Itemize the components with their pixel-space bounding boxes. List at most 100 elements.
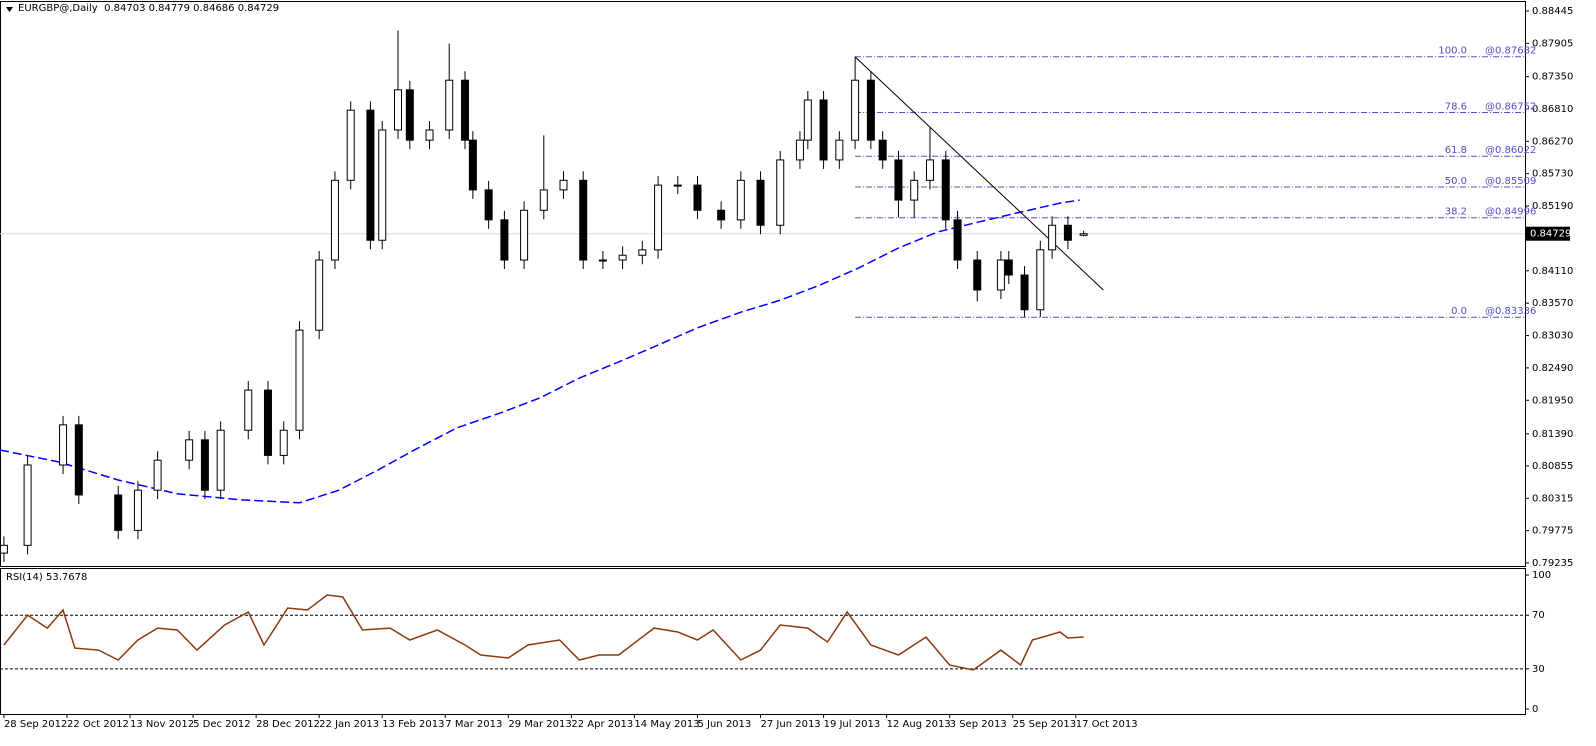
fib-level-label: 100.0 — [1438, 46, 1467, 57]
trendline — [854, 56, 1104, 291]
candle-body — [200, 439, 209, 491]
y-tick-label: 0.80315 — [1532, 493, 1573, 504]
candle-body — [851, 79, 860, 141]
candle-body — [1079, 233, 1088, 236]
candle-body — [717, 209, 726, 221]
candle-body — [216, 429, 225, 491]
high: 0.84779 — [148, 3, 190, 14]
candle-body — [295, 329, 304, 431]
x-tick-label: 28 Sep 2012 — [4, 719, 67, 730]
close: 0.84729 — [237, 3, 280, 14]
candle-body — [756, 179, 765, 226]
y-tick-label: 0.81390 — [1532, 429, 1573, 440]
fib-level-label: 0.0 — [1451, 306, 1467, 317]
candle-body — [366, 109, 375, 241]
candle-body — [1020, 274, 1029, 311]
fib-price-label: @0.86752 — [1485, 101, 1536, 112]
candle-body — [1063, 224, 1072, 241]
candle-body — [1048, 224, 1057, 251]
y-tick-label: 0.85730 — [1532, 169, 1573, 180]
y-tick-label: 0.83570 — [1532, 298, 1573, 309]
fib-price-label: @0.87682 — [1485, 46, 1536, 57]
candle-body — [638, 249, 647, 256]
y-tick-label: 0.85190 — [1532, 201, 1573, 212]
candle-body — [0, 544, 8, 554]
chart-header: EURGBP@,Daily 0.84703 0.84779 0.84686 0.… — [18, 3, 279, 14]
x-tick-label: 17 Oct 2013 — [1076, 719, 1138, 730]
candle-body — [941, 159, 950, 221]
candle-body — [114, 494, 123, 531]
y-tick-label: 0.79235 — [1532, 558, 1573, 569]
y-tick-label: 0.87905 — [1532, 38, 1573, 49]
x-tick-label: 5 Dec 2012 — [193, 719, 251, 730]
candle-body — [405, 89, 414, 141]
x-tick-label: 19 Jul 2013 — [824, 719, 881, 730]
candle-body — [330, 179, 339, 261]
y-tick-label: 0.86270 — [1532, 136, 1573, 147]
rsi-line — [3, 594, 1084, 671]
x-tick-label: 13 Nov 2012 — [130, 719, 194, 730]
candle-body — [579, 179, 588, 261]
candle-body — [598, 259, 607, 262]
rsi-y-tick-label: 0 — [1532, 704, 1538, 715]
x-tick-label: 22 Apr 2013 — [571, 719, 633, 730]
x-tick-label: 22 Oct 2012 — [67, 719, 129, 730]
y-tick-label: 0.84110 — [1532, 266, 1573, 277]
candle-body — [776, 159, 785, 226]
y-tick-label: 0.86810 — [1532, 104, 1573, 115]
candle-body — [693, 184, 702, 211]
candle-body — [244, 389, 253, 431]
rsi-y-tick-label: 70 — [1532, 610, 1545, 621]
y-tick-label: 0.87350 — [1532, 72, 1573, 83]
candle-body — [835, 139, 844, 161]
rsi-value: 53.7678 — [45, 572, 88, 583]
x-tick-label: 5 Jun 2013 — [697, 719, 751, 730]
x-tick-label: 29 Mar 2013 — [508, 719, 571, 730]
current-price-label: 0.84729 — [1530, 229, 1571, 240]
candle-body — [925, 159, 934, 181]
candle-body — [133, 489, 142, 531]
fib-price-label: @0.84996 — [1485, 207, 1536, 218]
candle-body — [263, 389, 272, 456]
candle-body — [819, 99, 828, 161]
rsi-title: RSI(14) — [6, 572, 43, 583]
candle-body — [484, 189, 493, 221]
symbol: EURGBP@,Daily — [18, 3, 98, 14]
y-tick-label: 0.88445 — [1532, 6, 1573, 17]
menu-arrow[interactable] — [6, 7, 13, 12]
x-tick-label: 22 Jan 2013 — [319, 719, 379, 730]
x-tick-label: 28 Dec 2012 — [256, 719, 320, 730]
candle-body — [1004, 259, 1013, 276]
x-tick-label: 27 Jun 2013 — [761, 719, 821, 730]
candle-body — [878, 139, 887, 161]
candle-body — [654, 184, 663, 251]
candle-body — [866, 79, 875, 141]
candle-body — [460, 79, 469, 141]
rsi-panel-frame — [0, 568, 1526, 715]
y-tick-label: 0.82490 — [1532, 363, 1573, 374]
candle-body — [803, 99, 812, 141]
candle-body — [59, 424, 68, 466]
candle-body — [185, 439, 194, 461]
fib-price-label: @0.83336 — [1485, 306, 1536, 317]
candle-body — [74, 424, 83, 496]
rsi-y-tick-label: 30 — [1532, 664, 1545, 675]
candle-body — [468, 139, 477, 191]
candle-body — [673, 184, 682, 187]
candle-body — [894, 159, 903, 201]
candle-body — [445, 79, 454, 131]
candle-body — [618, 254, 627, 261]
candle-body — [153, 459, 162, 491]
candle-body — [996, 259, 1005, 291]
fib-level-label: 38.2 — [1445, 207, 1467, 218]
y-tick-label: 0.83030 — [1532, 331, 1573, 342]
fib-price-label: @0.85509 — [1485, 176, 1536, 187]
rsi-header: RSI(14) 53.7678 — [6, 572, 87, 583]
fib-level-label: 61.8 — [1445, 145, 1467, 156]
candle-body — [346, 109, 355, 181]
candle-body — [795, 139, 804, 161]
x-tick-label: 7 Mar 2013 — [445, 719, 502, 730]
candle-body — [736, 179, 745, 221]
